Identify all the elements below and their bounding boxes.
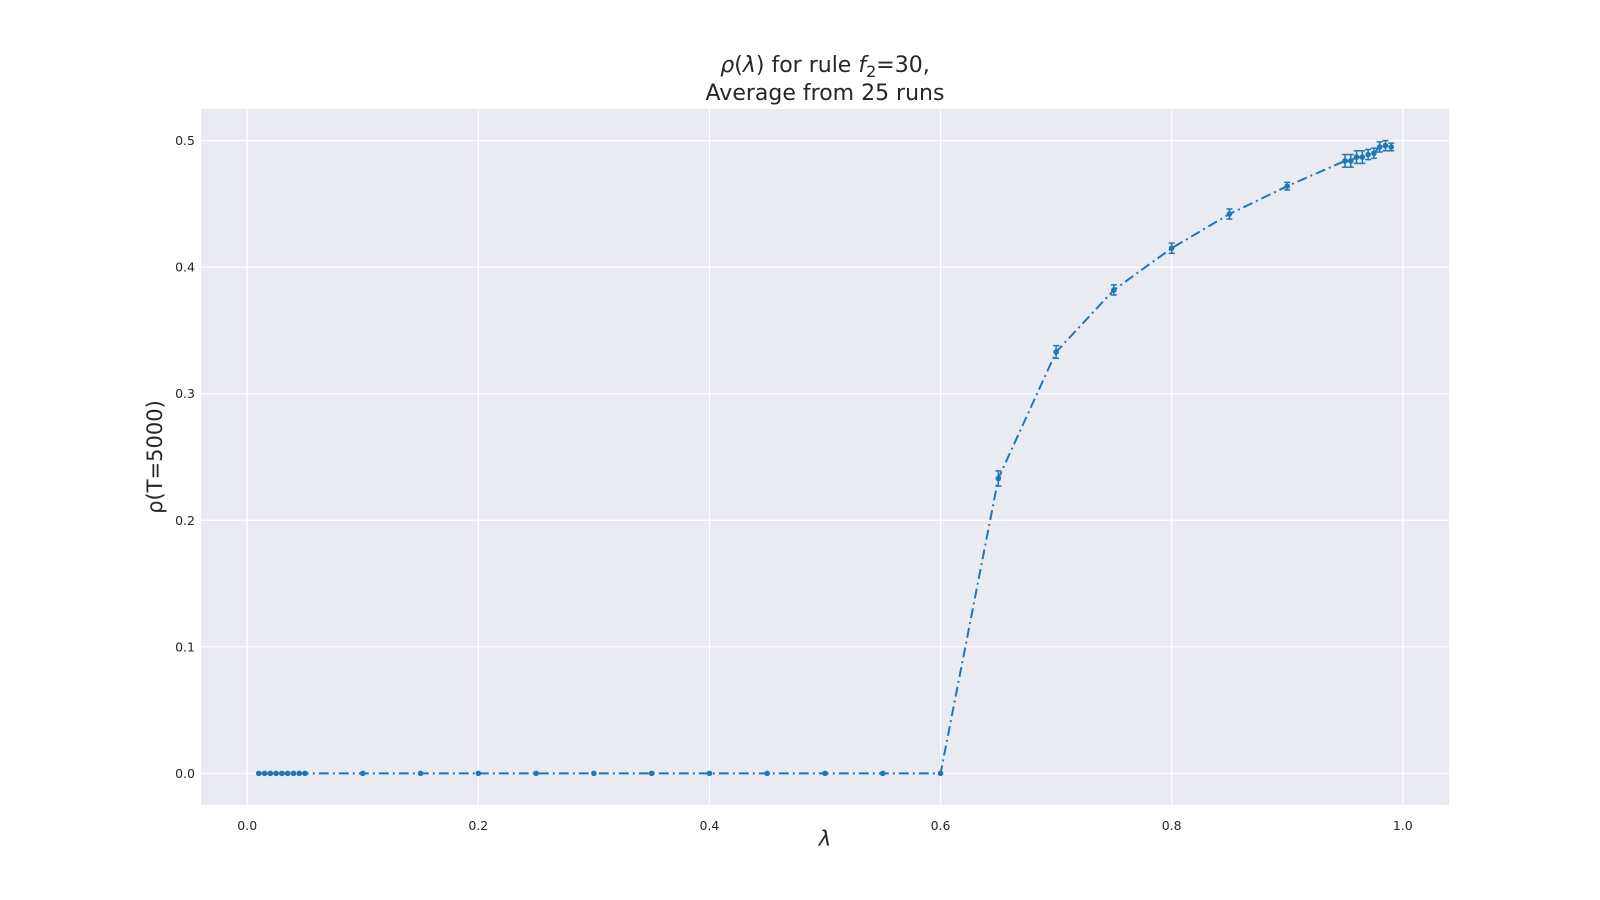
x-tick-label: 0.0 [237,818,257,833]
data-point [995,475,1002,482]
series [255,139,1395,777]
data-point [1342,158,1348,164]
chart-title-line2: Average from 25 runs [706,81,945,106]
data-point [279,770,285,777]
data-point [879,770,886,777]
y-tick-label: 0.5 [175,133,195,148]
data-point [475,770,482,777]
y-tick-label: 0.4 [175,260,195,275]
data-point [937,770,944,777]
data-point [764,770,771,777]
x-tick-label: 1.0 [1393,818,1413,833]
data-point [648,770,655,777]
y-tick-label: 0.2 [175,513,195,528]
data-point [267,770,274,777]
data-point [261,770,268,777]
data-point [1053,349,1059,355]
x-axis-label: λ [818,827,831,851]
y-tick-label: 0.1 [175,639,195,654]
data-point [1376,144,1383,150]
data-point [296,770,303,777]
data-point [1168,245,1175,251]
x-tick-label: 0.6 [931,818,951,833]
data-point [1226,211,1233,217]
y-tick-label: 0.0 [175,766,195,781]
data-point [533,770,539,777]
tick-labels: 0.0 0.2 0.4 0.6 0.8 1.0 0.0 0.1 0.2 0.3 0.4 0.5 [175,133,1413,833]
data-point [1365,151,1371,158]
data-point [417,770,424,777]
data-point [822,770,828,777]
data-point [1111,287,1117,293]
data-point [1353,154,1360,160]
y-axis-label: ρ(T=5000) [143,400,167,514]
data-point [1284,183,1291,189]
data-point [359,770,366,777]
data-point [290,770,297,777]
x-tick-label: 0.8 [1162,818,1182,833]
x-tick-label: 0.2 [468,818,488,833]
data-point [302,770,308,777]
data-point [1347,158,1354,164]
data-point [1371,150,1377,157]
data-point [1359,154,1366,160]
data-point [255,770,262,777]
data-point [273,770,279,777]
x-tick-label: 0.4 [699,818,719,833]
y-tick-label: 0.3 [175,386,195,401]
grid [201,109,1449,805]
data-point [706,770,713,777]
chart-title-line1: ρ(λ) for rule f2=30, [720,53,929,81]
plot-area [201,109,1449,805]
data-point [1382,142,1389,149]
data-point [1388,144,1395,150]
data-point [284,770,291,777]
data-point [591,770,597,777]
